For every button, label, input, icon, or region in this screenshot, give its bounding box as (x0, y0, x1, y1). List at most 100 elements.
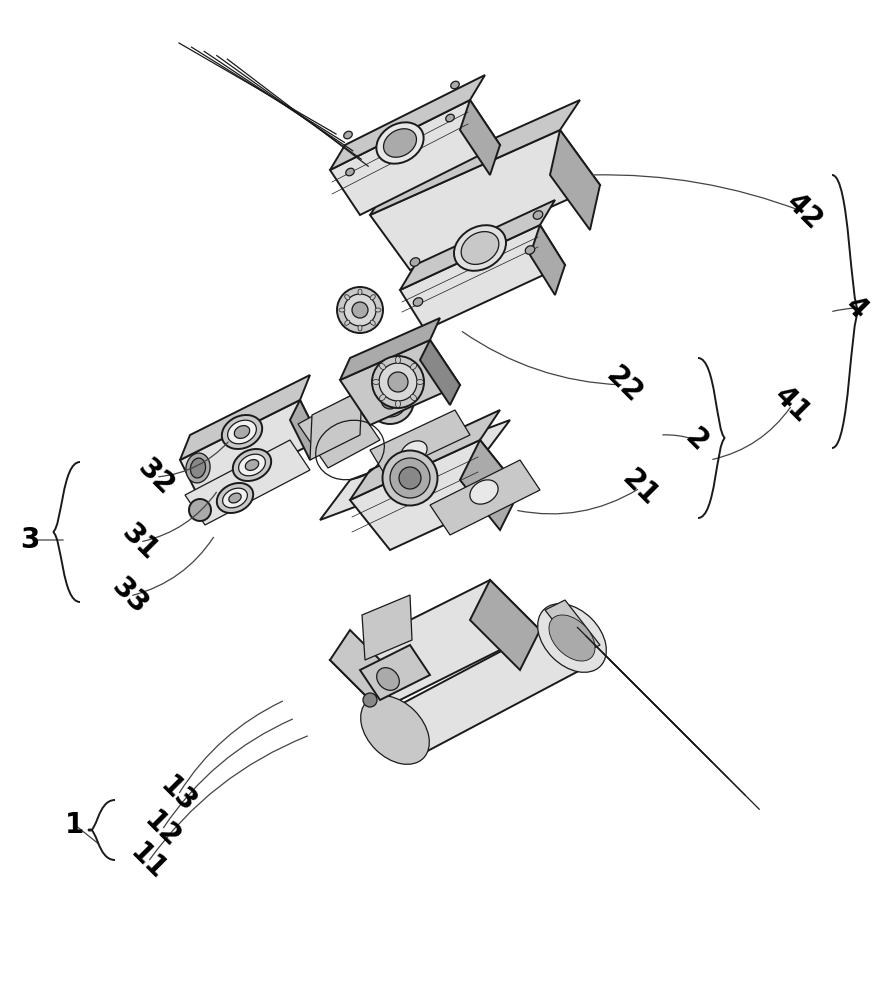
Text: 3: 3 (20, 526, 40, 554)
Ellipse shape (375, 308, 381, 312)
Ellipse shape (372, 379, 379, 384)
Ellipse shape (383, 450, 438, 506)
Polygon shape (460, 440, 520, 530)
Polygon shape (370, 130, 600, 270)
Ellipse shape (395, 400, 400, 408)
Ellipse shape (446, 114, 455, 122)
Ellipse shape (344, 131, 353, 139)
Ellipse shape (470, 480, 498, 504)
Ellipse shape (363, 693, 377, 707)
Ellipse shape (366, 376, 414, 424)
Polygon shape (350, 440, 520, 550)
Ellipse shape (190, 458, 206, 478)
Ellipse shape (358, 325, 362, 331)
Text: 12: 12 (138, 806, 185, 854)
Polygon shape (330, 100, 500, 215)
Ellipse shape (346, 168, 354, 176)
Ellipse shape (410, 363, 416, 369)
Ellipse shape (461, 232, 499, 264)
Ellipse shape (379, 395, 385, 401)
Text: 11: 11 (125, 838, 172, 886)
Ellipse shape (533, 211, 543, 219)
Ellipse shape (370, 320, 376, 325)
Polygon shape (290, 400, 320, 460)
Ellipse shape (344, 294, 376, 326)
Ellipse shape (410, 395, 416, 401)
Polygon shape (298, 396, 380, 468)
Polygon shape (320, 420, 510, 520)
Ellipse shape (416, 379, 424, 384)
Polygon shape (370, 100, 580, 215)
Ellipse shape (358, 289, 362, 295)
Polygon shape (420, 340, 460, 405)
Polygon shape (460, 100, 500, 175)
Polygon shape (330, 630, 400, 710)
Ellipse shape (337, 287, 383, 333)
Ellipse shape (390, 458, 430, 498)
Text: 41: 41 (768, 381, 815, 429)
Polygon shape (330, 75, 485, 170)
Ellipse shape (410, 258, 420, 266)
Ellipse shape (413, 298, 423, 306)
Text: 2: 2 (680, 423, 712, 457)
Polygon shape (530, 225, 565, 295)
Ellipse shape (245, 460, 259, 470)
Ellipse shape (186, 453, 210, 483)
Polygon shape (545, 600, 600, 655)
Text: 42: 42 (781, 188, 828, 236)
Polygon shape (400, 225, 565, 330)
Ellipse shape (370, 295, 376, 300)
Ellipse shape (229, 493, 241, 503)
Ellipse shape (395, 357, 400, 363)
Ellipse shape (400, 441, 427, 463)
Ellipse shape (399, 467, 421, 489)
Polygon shape (430, 460, 540, 535)
Polygon shape (390, 620, 590, 755)
Ellipse shape (538, 604, 606, 672)
Text: 33: 33 (106, 572, 153, 620)
Ellipse shape (339, 308, 345, 312)
Ellipse shape (384, 129, 416, 157)
Polygon shape (470, 580, 540, 670)
Text: 13: 13 (154, 771, 201, 819)
Ellipse shape (373, 383, 407, 417)
Ellipse shape (352, 302, 368, 318)
Text: 1: 1 (66, 811, 85, 839)
Polygon shape (310, 390, 362, 460)
Ellipse shape (233, 449, 271, 481)
Polygon shape (340, 340, 460, 425)
Ellipse shape (525, 246, 535, 254)
Ellipse shape (345, 295, 350, 300)
Ellipse shape (222, 488, 247, 508)
Polygon shape (550, 130, 600, 230)
Ellipse shape (238, 454, 266, 476)
Ellipse shape (345, 320, 350, 325)
Ellipse shape (189, 499, 211, 521)
Ellipse shape (217, 483, 253, 513)
Ellipse shape (377, 668, 400, 690)
Ellipse shape (377, 122, 424, 164)
Ellipse shape (234, 426, 250, 438)
Ellipse shape (388, 372, 408, 392)
Ellipse shape (454, 225, 506, 271)
Polygon shape (350, 410, 500, 500)
Polygon shape (180, 400, 320, 500)
Ellipse shape (228, 420, 256, 444)
Ellipse shape (361, 696, 430, 764)
Ellipse shape (372, 356, 424, 408)
Ellipse shape (381, 391, 399, 409)
Text: 31: 31 (116, 518, 164, 566)
Ellipse shape (222, 415, 262, 449)
Text: 32: 32 (132, 453, 180, 501)
Polygon shape (185, 440, 310, 525)
Polygon shape (180, 375, 310, 460)
Polygon shape (370, 410, 470, 475)
Ellipse shape (379, 363, 385, 369)
Ellipse shape (549, 615, 595, 661)
Text: 22: 22 (601, 361, 648, 409)
Polygon shape (400, 200, 555, 290)
Text: 21: 21 (617, 464, 664, 512)
Ellipse shape (379, 363, 417, 401)
Text: 4: 4 (839, 291, 873, 325)
Polygon shape (362, 595, 412, 660)
